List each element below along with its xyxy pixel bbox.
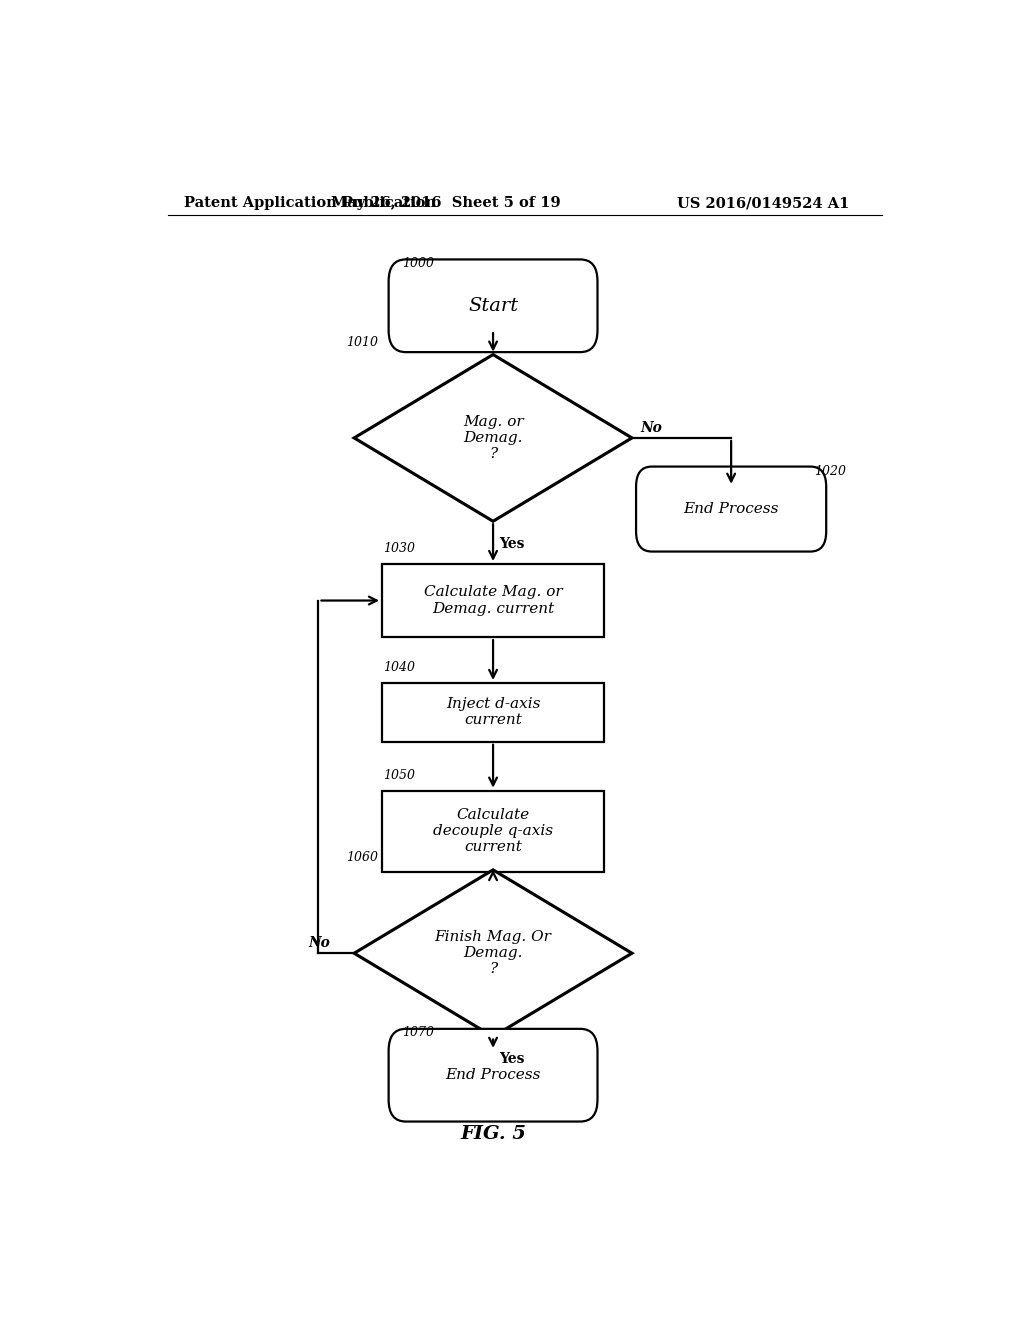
Bar xyxy=(382,564,604,638)
Text: Start: Start xyxy=(468,297,518,314)
Text: 1000: 1000 xyxy=(401,256,434,269)
Text: Inject d-axis
current: Inject d-axis current xyxy=(445,697,541,727)
Text: Yes: Yes xyxy=(500,537,525,550)
Text: 1060: 1060 xyxy=(346,851,378,865)
Text: 1050: 1050 xyxy=(384,768,416,781)
Text: FIG. 5: FIG. 5 xyxy=(460,1125,526,1143)
Text: 1010: 1010 xyxy=(346,335,378,348)
Text: 1040: 1040 xyxy=(384,661,416,675)
Polygon shape xyxy=(354,870,632,1036)
FancyBboxPatch shape xyxy=(636,466,826,552)
Text: May 26, 2016  Sheet 5 of 19: May 26, 2016 Sheet 5 of 19 xyxy=(331,197,560,210)
FancyBboxPatch shape xyxy=(389,260,597,352)
Text: No: No xyxy=(640,421,662,434)
Text: Calculate
decouple q-axis
current: Calculate decouple q-axis current xyxy=(433,808,553,854)
Text: 1030: 1030 xyxy=(384,543,416,556)
Text: Calculate Mag. or
Demag. current: Calculate Mag. or Demag. current xyxy=(424,586,562,615)
Text: End Process: End Process xyxy=(445,1068,541,1082)
FancyBboxPatch shape xyxy=(389,1028,597,1122)
Text: Finish Mag. Or
Demag.
?: Finish Mag. Or Demag. ? xyxy=(434,931,552,977)
Text: 1020: 1020 xyxy=(814,465,847,478)
Bar xyxy=(382,791,604,873)
Text: US 2016/0149524 A1: US 2016/0149524 A1 xyxy=(677,197,849,210)
Bar xyxy=(382,682,604,742)
Text: Mag. or
Demag.
?: Mag. or Demag. ? xyxy=(463,414,523,461)
Text: No: No xyxy=(308,936,331,950)
Text: Yes: Yes xyxy=(500,1052,525,1067)
Polygon shape xyxy=(354,355,632,521)
Text: End Process: End Process xyxy=(683,502,779,516)
Text: Patent Application Publication: Patent Application Publication xyxy=(183,197,435,210)
Text: 1070: 1070 xyxy=(401,1026,434,1039)
